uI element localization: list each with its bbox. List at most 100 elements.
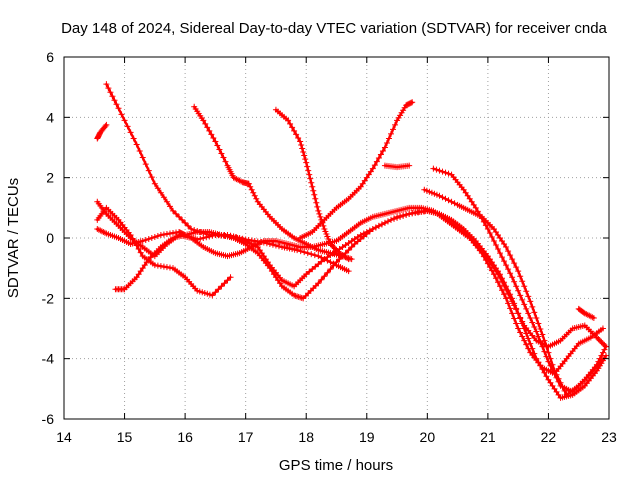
data-point [497, 274, 503, 281]
data-point [113, 101, 120, 108]
data-point [348, 238, 355, 245]
data-point [166, 264, 173, 271]
data-point [281, 244, 288, 251]
series-sat-i [272, 106, 352, 263]
data-point [505, 266, 512, 273]
data-point [312, 195, 319, 202]
data-point [342, 242, 349, 249]
data-point [306, 268, 313, 275]
data-point [555, 391, 562, 398]
data-point [141, 262, 148, 269]
data-point [521, 301, 528, 308]
data-point [442, 169, 449, 176]
data-point [139, 238, 146, 245]
data-point [490, 225, 497, 232]
data-point [200, 117, 207, 124]
data-point [379, 148, 386, 155]
data-point [412, 209, 419, 216]
data-point [442, 195, 449, 202]
data-point [107, 89, 114, 96]
data-point [390, 126, 397, 133]
data-point [251, 238, 258, 245]
data-point [345, 256, 352, 263]
data-point [170, 229, 176, 236]
data-point [170, 207, 176, 214]
data-point [212, 138, 219, 145]
data-point [297, 294, 304, 301]
series-layer [94, 81, 609, 401]
data-point [209, 292, 216, 299]
data-point [509, 274, 516, 281]
data-point [314, 203, 321, 210]
data-point [590, 314, 597, 321]
data-point [384, 218, 391, 225]
data-point [303, 271, 310, 278]
data-point [185, 222, 192, 229]
data-point [136, 148, 143, 155]
x-tick-label: 19 [359, 429, 375, 445]
data-point [445, 197, 452, 204]
data-point [266, 265, 273, 272]
data-point [197, 235, 204, 242]
data-point [519, 333, 526, 340]
data-point [433, 191, 440, 198]
data-point [466, 195, 473, 202]
data-point [275, 243, 282, 250]
data-point [295, 134, 302, 141]
data-point [365, 171, 372, 178]
data-point [503, 286, 510, 293]
data-point [547, 379, 554, 386]
data-point [503, 244, 510, 251]
data-point [315, 261, 322, 268]
data-point [339, 244, 346, 251]
data-point [372, 224, 379, 231]
data-point [214, 142, 221, 149]
data-point [519, 278, 526, 285]
data-point [300, 149, 307, 156]
data-point [253, 195, 260, 202]
data-point [323, 230, 330, 237]
data-point [270, 271, 277, 278]
data-point [361, 177, 368, 184]
data-point [436, 167, 443, 174]
data-point [318, 258, 325, 265]
data-point [430, 165, 437, 172]
data-point [315, 280, 322, 287]
data-point [439, 168, 446, 175]
data-point [218, 150, 225, 157]
data-point [488, 262, 495, 269]
data-point [218, 283, 225, 290]
data-point [484, 225, 491, 232]
data-point [124, 123, 131, 130]
data-point [325, 236, 332, 243]
data-point [103, 81, 110, 88]
data-point [517, 273, 524, 280]
data-point [511, 260, 518, 267]
data-point [210, 134, 217, 141]
data-point [511, 315, 518, 322]
data-point [519, 296, 526, 303]
data-point [507, 252, 514, 259]
data-point [494, 246, 501, 253]
data-point [157, 189, 164, 196]
data-point [547, 362, 554, 369]
x-axis-label: GPS time / hours [279, 457, 393, 474]
series-sat-g [191, 103, 252, 187]
data-point [409, 210, 416, 217]
data-point [492, 242, 499, 249]
data-point [433, 166, 440, 173]
data-point [541, 337, 548, 344]
data-point [517, 314, 524, 321]
data-point [312, 263, 319, 270]
data-point [130, 135, 137, 142]
data-point [486, 259, 493, 266]
data-point [302, 292, 309, 299]
data-point [315, 207, 322, 214]
data-point [139, 265, 146, 272]
data-point [431, 190, 438, 197]
data-point [476, 211, 483, 218]
data-point [598, 352, 605, 359]
data-point [515, 325, 522, 332]
data-point [154, 262, 161, 269]
